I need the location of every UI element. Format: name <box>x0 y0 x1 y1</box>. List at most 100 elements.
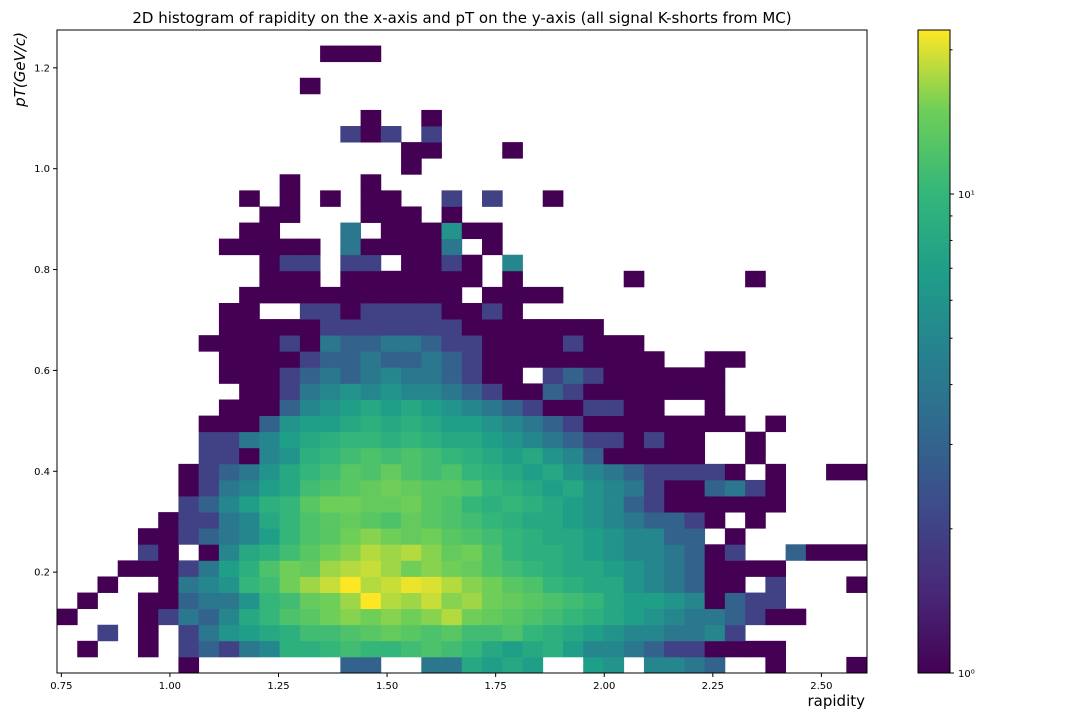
histogram-cell <box>461 222 483 240</box>
histogram-cell <box>340 431 361 449</box>
histogram-cell <box>643 367 665 384</box>
histogram-cell <box>603 383 625 400</box>
histogram-cell <box>583 415 604 433</box>
histogram-cell <box>360 624 382 642</box>
histogram-cell <box>482 560 503 577</box>
histogram-cell <box>218 238 240 256</box>
histogram-cell <box>846 656 867 674</box>
histogram-cell <box>562 640 584 658</box>
histogram-cell <box>421 415 442 433</box>
histogram-cell <box>664 415 685 433</box>
histogram-cell <box>461 463 483 481</box>
histogram-cell <box>502 640 523 658</box>
x-axis-label: rapidity <box>808 692 866 710</box>
histogram-cell <box>299 335 321 352</box>
histogram-cell <box>198 576 220 593</box>
histogram-cell <box>360 319 382 336</box>
histogram-cell <box>724 592 746 610</box>
histogram-cell <box>765 560 787 577</box>
histogram-cell <box>340 383 361 400</box>
histogram-cell <box>684 656 706 674</box>
histogram-cell <box>623 335 645 352</box>
histogram-cell <box>623 576 645 593</box>
histogram-cell <box>380 383 402 400</box>
histogram-cell <box>522 656 544 674</box>
histogram-cell <box>724 528 746 545</box>
histogram-cell <box>178 479 200 497</box>
histogram-cell <box>502 496 523 513</box>
histogram-cell <box>522 399 544 416</box>
histogram-cell <box>218 367 240 384</box>
histogram-cell <box>320 45 341 63</box>
histogram-cell <box>401 302 422 320</box>
histogram-cell <box>562 479 584 497</box>
histogram-cell <box>623 608 645 626</box>
histogram-cell <box>239 544 260 561</box>
histogram-cell <box>461 367 483 384</box>
histogram-cell <box>482 399 503 416</box>
histogram-cell <box>583 479 604 497</box>
histogram-cell <box>603 431 625 449</box>
histogram-cell <box>542 399 564 416</box>
histogram-cell <box>502 592 523 610</box>
histogram-cell <box>421 560 442 577</box>
histogram-cell <box>542 335 564 352</box>
histogram-cell <box>583 463 604 481</box>
histogram-cell <box>603 576 625 593</box>
histogram-cell <box>785 608 807 626</box>
histogram-cell <box>461 415 483 433</box>
histogram-cell <box>623 560 645 577</box>
histogram-cell <box>502 624 523 642</box>
histogram-cell <box>279 496 301 513</box>
histogram-cell <box>239 560 260 577</box>
histogram-cell <box>704 367 726 384</box>
histogram-cell <box>218 512 240 529</box>
histogram-cell <box>583 399 604 416</box>
histogram-cell <box>502 560 523 577</box>
histogram-cell <box>421 270 442 288</box>
histogram-cell <box>401 158 422 175</box>
histogram-cell <box>643 447 665 465</box>
histogram-cell <box>724 415 746 433</box>
histogram-cell <box>603 367 625 384</box>
histogram-cell <box>421 528 442 545</box>
histogram-cell <box>502 463 523 481</box>
histogram-cell <box>704 415 726 433</box>
histogram-cell <box>441 351 463 368</box>
histogram-cell <box>299 463 321 481</box>
histogram-cell <box>320 367 341 384</box>
histogram-cell <box>684 576 706 593</box>
histogram-cell <box>299 238 321 256</box>
histogram-cell <box>259 335 281 352</box>
colorbar-ticks: 10⁰ 10¹ <box>950 49 975 680</box>
plot-frame <box>56 29 868 674</box>
histogram-cell <box>299 576 321 593</box>
histogram-cell <box>320 640 341 658</box>
histogram-cell <box>522 463 544 481</box>
histogram-cell <box>259 576 281 593</box>
histogram-cell <box>461 351 483 368</box>
histogram-cell <box>704 640 726 658</box>
histogram-cell <box>461 399 483 416</box>
histogram-cell <box>684 447 706 465</box>
histogram-cell <box>704 351 726 368</box>
histogram-cell <box>360 496 382 513</box>
histogram-cell <box>562 576 584 593</box>
histogram-cell <box>360 447 382 465</box>
histogram-cell <box>522 592 544 610</box>
histogram-cell <box>259 383 281 400</box>
histogram-cell <box>279 479 301 497</box>
histogram-cell <box>340 415 361 433</box>
x-tick-label: 0.75 <box>50 681 72 692</box>
histogram-cell <box>401 528 422 545</box>
histogram-cell <box>482 238 503 256</box>
histogram-cell <box>421 592 442 610</box>
histogram-cell <box>704 576 726 593</box>
histogram-cell <box>502 351 523 368</box>
histogram-cell <box>502 431 523 449</box>
histogram-cell <box>522 351 544 368</box>
y-tick-label: 0.2 <box>34 568 50 579</box>
histogram-cell <box>482 576 503 593</box>
histogram-cell <box>704 496 726 513</box>
